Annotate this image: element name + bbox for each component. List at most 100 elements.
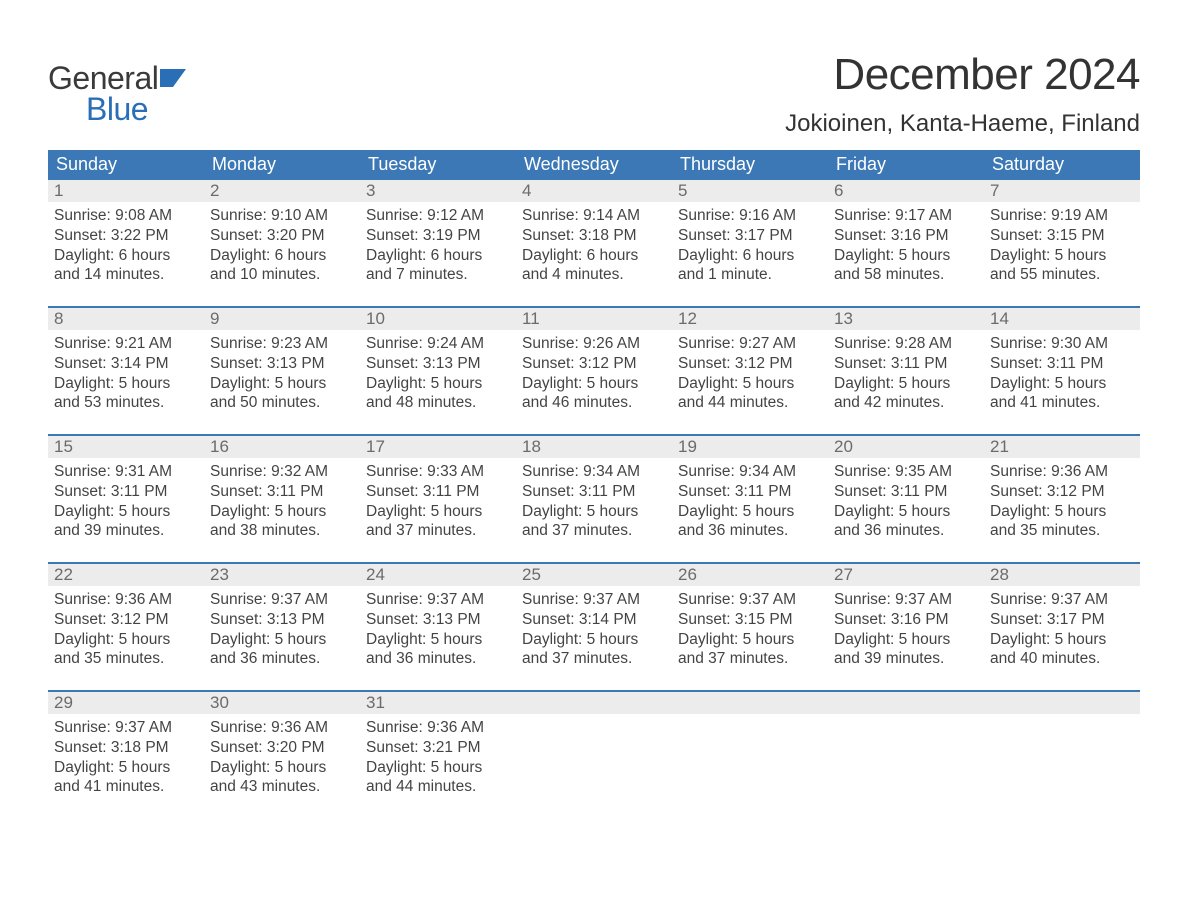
day-number: 11 [516, 308, 672, 330]
weekday-label: Saturday [984, 150, 1140, 180]
dl2-text: and 42 minutes. [834, 393, 978, 413]
logo-flag-icon [160, 67, 186, 87]
dl2-text: and 39 minutes. [834, 649, 978, 669]
day-body: Sunrise: 9:17 AMSunset: 3:16 PMDaylight:… [828, 202, 984, 291]
sunset-text: Sunset: 3:12 PM [678, 354, 822, 374]
sunset-text: Sunset: 3:18 PM [54, 738, 198, 758]
day-number [516, 692, 672, 714]
dl2-text: and 1 minute. [678, 265, 822, 285]
dl1-text: Daylight: 5 hours [366, 758, 510, 778]
day-number: 16 [204, 436, 360, 458]
sunset-text: Sunset: 3:11 PM [834, 354, 978, 374]
day-number: 19 [672, 436, 828, 458]
day-cell: 26Sunrise: 9:37 AMSunset: 3:15 PMDayligh… [672, 564, 828, 690]
day-body: Sunrise: 9:37 AMSunset: 3:14 PMDaylight:… [516, 586, 672, 675]
day-body: Sunrise: 9:34 AMSunset: 3:11 PMDaylight:… [516, 458, 672, 547]
day-body: Sunrise: 9:37 AMSunset: 3:13 PMDaylight:… [204, 586, 360, 675]
dl1-text: Daylight: 5 hours [522, 630, 666, 650]
day-cell: 18Sunrise: 9:34 AMSunset: 3:11 PMDayligh… [516, 436, 672, 562]
dl2-text: and 35 minutes. [990, 521, 1134, 541]
header: General Blue December 2024 Jokioinen, Ka… [48, 50, 1140, 138]
day-body: Sunrise: 9:37 AMSunset: 3:17 PMDaylight:… [984, 586, 1140, 675]
day-number: 17 [360, 436, 516, 458]
day-body: Sunrise: 9:37 AMSunset: 3:15 PMDaylight:… [672, 586, 828, 675]
day-cell: 5Sunrise: 9:16 AMSunset: 3:17 PMDaylight… [672, 180, 828, 306]
sunrise-text: Sunrise: 9:37 AM [834, 590, 978, 610]
sunrise-text: Sunrise: 9:14 AM [522, 206, 666, 226]
sunrise-text: Sunrise: 9:37 AM [210, 590, 354, 610]
day-number: 27 [828, 564, 984, 586]
day-number [828, 692, 984, 714]
day-cell: 2Sunrise: 9:10 AMSunset: 3:20 PMDaylight… [204, 180, 360, 306]
day-cell [672, 692, 828, 818]
day-body: Sunrise: 9:32 AMSunset: 3:11 PMDaylight:… [204, 458, 360, 547]
day-cell: 1Sunrise: 9:08 AMSunset: 3:22 PMDaylight… [48, 180, 204, 306]
dl2-text: and 37 minutes. [678, 649, 822, 669]
sunset-text: Sunset: 3:19 PM [366, 226, 510, 246]
week-row: 15Sunrise: 9:31 AMSunset: 3:11 PMDayligh… [48, 434, 1140, 562]
day-cell: 7Sunrise: 9:19 AMSunset: 3:15 PMDaylight… [984, 180, 1140, 306]
weekday-header: Sunday Monday Tuesday Wednesday Thursday… [48, 150, 1140, 180]
weekday-label: Tuesday [360, 150, 516, 180]
day-number [984, 692, 1140, 714]
dl1-text: Daylight: 5 hours [834, 630, 978, 650]
day-cell: 3Sunrise: 9:12 AMSunset: 3:19 PMDaylight… [360, 180, 516, 306]
sunrise-text: Sunrise: 9:36 AM [366, 718, 510, 738]
day-number: 15 [48, 436, 204, 458]
day-number: 14 [984, 308, 1140, 330]
sunrise-text: Sunrise: 9:33 AM [366, 462, 510, 482]
sunset-text: Sunset: 3:11 PM [366, 482, 510, 502]
sunset-text: Sunset: 3:20 PM [210, 226, 354, 246]
sunset-text: Sunset: 3:13 PM [366, 610, 510, 630]
dl2-text: and 41 minutes. [54, 777, 198, 797]
day-number: 12 [672, 308, 828, 330]
weekday-label: Sunday [48, 150, 204, 180]
day-number: 20 [828, 436, 984, 458]
dl1-text: Daylight: 5 hours [990, 502, 1134, 522]
sunrise-text: Sunrise: 9:35 AM [834, 462, 978, 482]
dl1-text: Daylight: 5 hours [678, 502, 822, 522]
day-cell: 14Sunrise: 9:30 AMSunset: 3:11 PMDayligh… [984, 308, 1140, 434]
day-body: Sunrise: 9:36 AMSunset: 3:20 PMDaylight:… [204, 714, 360, 803]
dl2-text: and 4 minutes. [522, 265, 666, 285]
day-body: Sunrise: 9:24 AMSunset: 3:13 PMDaylight:… [360, 330, 516, 419]
sunrise-text: Sunrise: 9:37 AM [678, 590, 822, 610]
day-cell: 16Sunrise: 9:32 AMSunset: 3:11 PMDayligh… [204, 436, 360, 562]
dl1-text: Daylight: 5 hours [210, 502, 354, 522]
dl2-text: and 37 minutes. [522, 521, 666, 541]
day-cell: 29Sunrise: 9:37 AMSunset: 3:18 PMDayligh… [48, 692, 204, 818]
sunrise-text: Sunrise: 9:37 AM [366, 590, 510, 610]
weekday-label: Wednesday [516, 150, 672, 180]
sunset-text: Sunset: 3:16 PM [834, 226, 978, 246]
dl2-text: and 14 minutes. [54, 265, 198, 285]
sunset-text: Sunset: 3:14 PM [522, 610, 666, 630]
day-number: 5 [672, 180, 828, 202]
dl1-text: Daylight: 5 hours [990, 630, 1134, 650]
day-number: 30 [204, 692, 360, 714]
day-body: Sunrise: 9:21 AMSunset: 3:14 PMDaylight:… [48, 330, 204, 419]
sunrise-text: Sunrise: 9:36 AM [54, 590, 198, 610]
sunrise-text: Sunrise: 9:36 AM [990, 462, 1134, 482]
sunset-text: Sunset: 3:11 PM [522, 482, 666, 502]
dl1-text: Daylight: 5 hours [834, 246, 978, 266]
day-number: 26 [672, 564, 828, 586]
sunrise-text: Sunrise: 9:24 AM [366, 334, 510, 354]
dl1-text: Daylight: 6 hours [366, 246, 510, 266]
day-body: Sunrise: 9:08 AMSunset: 3:22 PMDaylight:… [48, 202, 204, 291]
dl1-text: Daylight: 5 hours [54, 374, 198, 394]
sunrise-text: Sunrise: 9:28 AM [834, 334, 978, 354]
day-cell: 4Sunrise: 9:14 AMSunset: 3:18 PMDaylight… [516, 180, 672, 306]
dl2-text: and 50 minutes. [210, 393, 354, 413]
logo: General Blue [48, 50, 186, 128]
sunrise-text: Sunrise: 9:30 AM [990, 334, 1134, 354]
day-number: 9 [204, 308, 360, 330]
day-body: Sunrise: 9:16 AMSunset: 3:17 PMDaylight:… [672, 202, 828, 291]
dl2-text: and 55 minutes. [990, 265, 1134, 285]
sunset-text: Sunset: 3:12 PM [522, 354, 666, 374]
sunset-text: Sunset: 3:11 PM [210, 482, 354, 502]
day-cell: 8Sunrise: 9:21 AMSunset: 3:14 PMDaylight… [48, 308, 204, 434]
day-number: 13 [828, 308, 984, 330]
sunrise-text: Sunrise: 9:16 AM [678, 206, 822, 226]
day-body: Sunrise: 9:28 AMSunset: 3:11 PMDaylight:… [828, 330, 984, 419]
week-row: 1Sunrise: 9:08 AMSunset: 3:22 PMDaylight… [48, 180, 1140, 306]
